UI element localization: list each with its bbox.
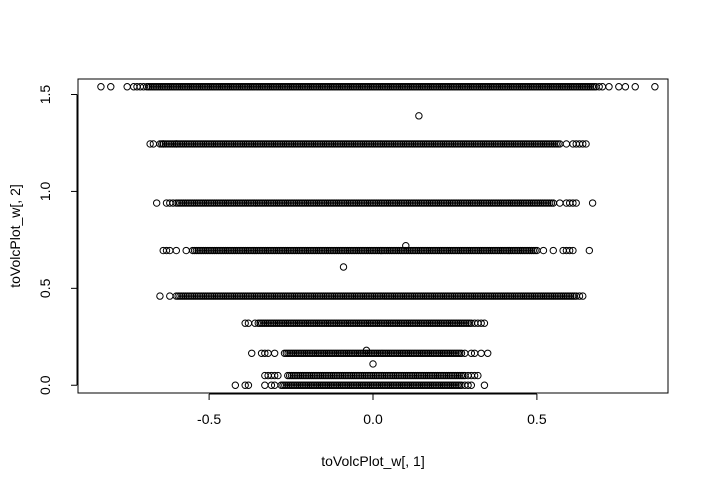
scatter-point bbox=[474, 371, 482, 380]
scatter-point bbox=[470, 371, 479, 380]
scatter-point bbox=[274, 371, 282, 380]
scatter-point bbox=[146, 140, 154, 148]
scatter-point bbox=[139, 83, 148, 91]
scatter-point bbox=[539, 246, 548, 255]
scatter-point bbox=[575, 292, 584, 300]
scatter-point bbox=[480, 381, 489, 389]
scatter-point bbox=[231, 381, 240, 389]
scatter-point bbox=[569, 246, 577, 255]
scatter-point-outlier bbox=[362, 346, 371, 355]
scatter-point bbox=[169, 199, 177, 207]
scatter-point bbox=[480, 319, 489, 327]
scatter-point bbox=[651, 83, 659, 91]
scatter-point bbox=[156, 292, 164, 300]
scatter-point bbox=[241, 319, 249, 327]
scatter-point bbox=[595, 83, 603, 91]
x-axis: -0.5 0.0 0.5 bbox=[197, 393, 547, 427]
y-tick-label: 1.5 bbox=[37, 85, 53, 105]
point-band bbox=[152, 199, 597, 207]
scatter-point bbox=[572, 199, 580, 207]
scatter-point bbox=[182, 246, 190, 255]
point-band bbox=[159, 246, 594, 255]
y-tick-label: 0.0 bbox=[37, 375, 53, 395]
scatter-point bbox=[579, 292, 587, 300]
x-tick-label: 0.5 bbox=[527, 411, 547, 427]
scatter-point bbox=[270, 381, 279, 389]
point-band bbox=[156, 292, 587, 300]
scatter-point-outlier bbox=[369, 360, 377, 368]
scatter-point bbox=[565, 246, 574, 255]
scatter-point bbox=[261, 381, 269, 389]
scatter-point bbox=[556, 199, 564, 207]
scatter-point bbox=[152, 199, 161, 207]
scatter-point-outlier bbox=[402, 241, 410, 250]
scatter-point bbox=[562, 140, 571, 148]
scatter-point bbox=[261, 349, 269, 357]
scatter-point bbox=[549, 246, 557, 255]
scatter-point bbox=[244, 381, 253, 389]
scatter-point bbox=[270, 349, 279, 357]
scatter-point-outlier bbox=[415, 112, 423, 120]
x-tick-label: -0.5 bbox=[197, 411, 221, 427]
scatter-point bbox=[267, 381, 276, 389]
scatter-point bbox=[159, 140, 167, 148]
scatter-point bbox=[149, 140, 158, 148]
y-tick-label: 1.0 bbox=[37, 181, 53, 201]
scatter-point bbox=[172, 140, 181, 148]
scatter-point bbox=[569, 199, 577, 207]
scatter-point bbox=[588, 199, 597, 207]
x-tick-label: 0.0 bbox=[363, 411, 383, 427]
scatter-point bbox=[467, 381, 476, 389]
scatter-point bbox=[162, 246, 171, 255]
scatter-point bbox=[615, 83, 623, 91]
point-band bbox=[241, 319, 489, 327]
scatter-point bbox=[241, 381, 249, 389]
scatter-point bbox=[166, 199, 174, 207]
scatter-point bbox=[123, 83, 131, 91]
scatter-point bbox=[582, 140, 590, 148]
y-axis-title: toVolcPlot_w[, 2] bbox=[7, 184, 23, 288]
scatter-point bbox=[467, 349, 476, 357]
plot-frame bbox=[77, 78, 669, 394]
scatter-point bbox=[136, 83, 144, 91]
scatter-point bbox=[477, 319, 485, 327]
scatter-point bbox=[457, 349, 466, 357]
y-tick-label: 0.5 bbox=[37, 278, 53, 298]
point-band bbox=[146, 140, 590, 148]
scatter-point bbox=[172, 246, 181, 255]
point-band bbox=[231, 381, 489, 389]
scatter-point-outlier bbox=[339, 263, 348, 271]
scatter-point bbox=[477, 349, 485, 357]
y-axis: 0.0 0.5 1.0 1.5 bbox=[37, 85, 78, 395]
scatter-point bbox=[605, 83, 613, 91]
point-band bbox=[97, 83, 659, 91]
scatter-point bbox=[251, 319, 259, 327]
scatter-point bbox=[484, 349, 492, 357]
scatter-point bbox=[107, 83, 115, 91]
point-band bbox=[248, 349, 492, 357]
scatter-point bbox=[464, 381, 472, 389]
scatter-point bbox=[579, 140, 587, 148]
scatter-point bbox=[585, 246, 594, 255]
point-band bbox=[261, 371, 482, 380]
scatter-point bbox=[166, 292, 174, 300]
points-layer bbox=[97, 83, 659, 389]
scatter-point bbox=[248, 349, 256, 357]
scatter-point bbox=[97, 83, 105, 91]
scatter-point bbox=[631, 83, 639, 91]
scatter-point bbox=[270, 371, 279, 380]
x-axis-title: toVolcPlot_w[, 1] bbox=[321, 453, 425, 469]
scatter-point bbox=[621, 83, 630, 91]
